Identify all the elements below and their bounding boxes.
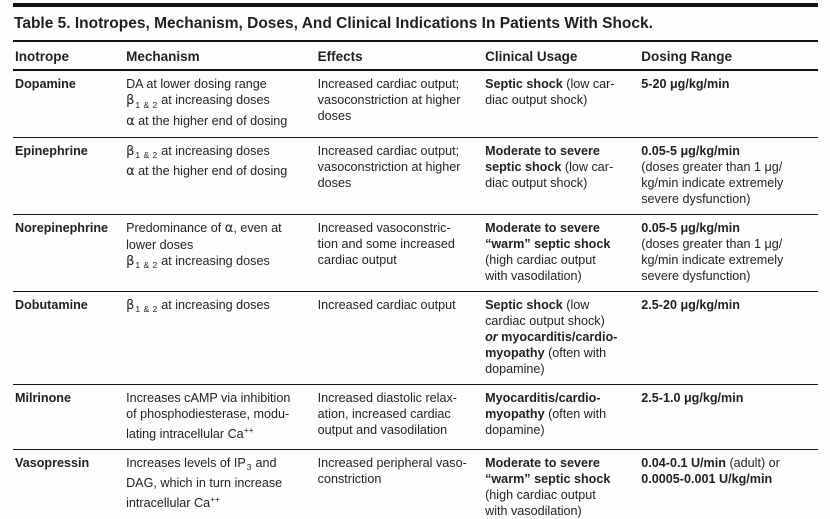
top-rule xyxy=(13,3,818,7)
cell-dosing-range: 2.5-20 μg/kg/min xyxy=(639,291,818,385)
table-title: Table 5. Inotropes, Mechanism, Doses, An… xyxy=(13,7,818,42)
cell-clinical-usage: Septic shock (low car-diac output shock) xyxy=(483,70,640,138)
cell-mechanism: β1 & 2 at increasing doses α at the highe… xyxy=(124,137,316,215)
cell-clinical-usage: Moderate to severe septic shock (low car-… xyxy=(483,137,640,215)
table-row-epinephrine: Epinephrine β1 & 2 at increasing doses α a… xyxy=(13,137,818,215)
cell-clinical-usage: Septic shock (low cardiac output shock) or… xyxy=(483,291,640,385)
cell-mechanism: DA at lower dosing range β1 & 2 at increa… xyxy=(124,70,316,138)
cell-effects: Increased diastolic relax-ation, increas… xyxy=(315,384,484,450)
cell-dosing-range: 0.05-5 μg/kg/min (doses greater than 1 μg… xyxy=(639,214,818,292)
cell-effects: Increased cardiac output; vasoconstrictio… xyxy=(315,137,484,215)
cell-effects: Increased peripheral vaso-constriction xyxy=(315,449,484,519)
cell-dosing-range: 0.04-0.1 U/min (adult) or 0.0005-0.001 U/… xyxy=(639,449,818,519)
cell-inotrope: Norepinephrine xyxy=(13,214,125,292)
cell-clinical-usage: Moderate to severe “warm” septic shock (hi… xyxy=(483,214,640,292)
column-header-inotrope: Inotrope xyxy=(13,42,125,71)
table-row-dobutamine: Dobutamine β1 & 2 at increasing doses Incr… xyxy=(13,291,818,385)
cell-dosing-range: 5-20 μg/kg/min xyxy=(639,70,818,138)
column-header-clinical-usage: Clinical Usage xyxy=(483,42,640,71)
cell-dosing-range: 0.05-5 μg/kg/min (doses greater than 1 μg… xyxy=(639,137,818,215)
cell-effects: Increased cardiac output; vasoconstrictio… xyxy=(315,70,484,138)
cell-inotrope: Dopamine xyxy=(13,70,125,138)
cell-effects: Increased cardiac output xyxy=(315,291,484,385)
column-header-mechanism: Mechanism xyxy=(124,42,316,71)
cell-inotrope: Vasopressin xyxy=(13,449,125,519)
header-row: Inotrope Mechanism Effects Clinical Usage Do… xyxy=(13,42,818,71)
table-row-dopamine: Dopamine DA at lower dosing range β1 & 2 a… xyxy=(13,70,818,138)
table-row-norepinephrine: Norepinephrine Predominance of α, even at… xyxy=(13,214,818,292)
cell-clinical-usage: Myocarditis/cardio-myopathy (often with d… xyxy=(483,384,640,450)
column-header-effects: Effects xyxy=(315,42,484,71)
table-row-vasopressin: Vasopressin Increases levels of IP3 and DA… xyxy=(13,449,818,519)
cell-mechanism: β1 & 2 at increasing doses xyxy=(124,291,316,385)
cell-clinical-usage: Moderate to severe “warm” septic shock (hi… xyxy=(483,449,640,519)
table-body: Dopamine DA at lower dosing range β1 & 2 a… xyxy=(13,70,818,519)
cell-dosing-range: 2.5-1.0 μg/kg/min xyxy=(639,384,818,450)
cell-inotrope: Dobutamine xyxy=(13,291,125,385)
inotropes-table: Inotrope Mechanism Effects Clinical Usage Do… xyxy=(13,42,818,519)
cell-mechanism: Increases levels of IP3 and DAG, which in… xyxy=(124,449,316,519)
cell-mechanism: Predominance of α, even at lower doses β1 … xyxy=(124,214,316,292)
table-row-milrinone: Milrinone Increases cAMP via inhibition of… xyxy=(13,384,818,450)
cell-effects: Increased vasoconstric-tion and some inc… xyxy=(315,214,484,292)
cell-mechanism: Increases cAMP via inhibition of phosphod… xyxy=(124,384,316,450)
column-header-dosing-range: Dosing Range xyxy=(639,42,818,71)
cell-inotrope: Epinephrine xyxy=(13,137,125,215)
cell-inotrope: Milrinone xyxy=(13,384,125,450)
